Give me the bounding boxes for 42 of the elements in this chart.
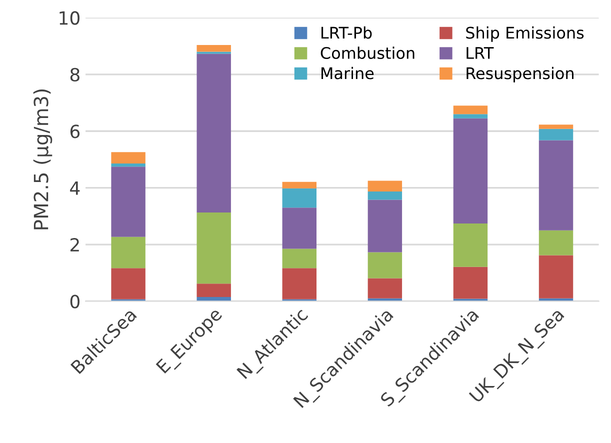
y-tick-label: 8 (70, 68, 80, 82)
bar (282, 182, 316, 188)
y-axis-title: PM2.5 (µg/m3) (33, 89, 52, 230)
bar (282, 208, 316, 249)
bar (453, 224, 488, 267)
bar (196, 54, 231, 212)
bar (111, 163, 146, 167)
bar (538, 124, 574, 129)
bar (282, 268, 316, 300)
bar (453, 118, 488, 224)
legend-label: Marine (322, 66, 374, 80)
bar (111, 268, 146, 300)
y-tick-label: 10 (60, 11, 80, 25)
bar (453, 114, 488, 118)
bar (538, 230, 574, 256)
bar (368, 192, 402, 200)
legend-label: Combustion (320, 46, 414, 60)
bar (453, 106, 488, 114)
bar (196, 284, 231, 297)
bar (111, 166, 146, 237)
bar (368, 180, 402, 192)
bar (196, 44, 231, 52)
legend-label: Resuspension (466, 66, 574, 82)
bar (538, 128, 574, 140)
bar (368, 252, 402, 278)
bar (111, 152, 146, 164)
bar (538, 255, 574, 298)
y-tick-label: 6 (70, 124, 80, 138)
bar (368, 200, 402, 252)
y-tick-label: 4 (70, 182, 80, 195)
bar (368, 278, 402, 298)
legend-label: Ship Emissions (466, 26, 584, 42)
bar (282, 188, 316, 208)
y-tick-label: 0 (70, 294, 80, 308)
y-tick-label: 2 (70, 238, 79, 252)
legend-label: LRT-Pb (322, 26, 372, 39)
bar (111, 236, 146, 268)
bar (196, 212, 231, 284)
legend-label: LRT (466, 47, 494, 59)
bar (538, 140, 574, 230)
bar (453, 266, 488, 299)
bar (282, 248, 316, 268)
